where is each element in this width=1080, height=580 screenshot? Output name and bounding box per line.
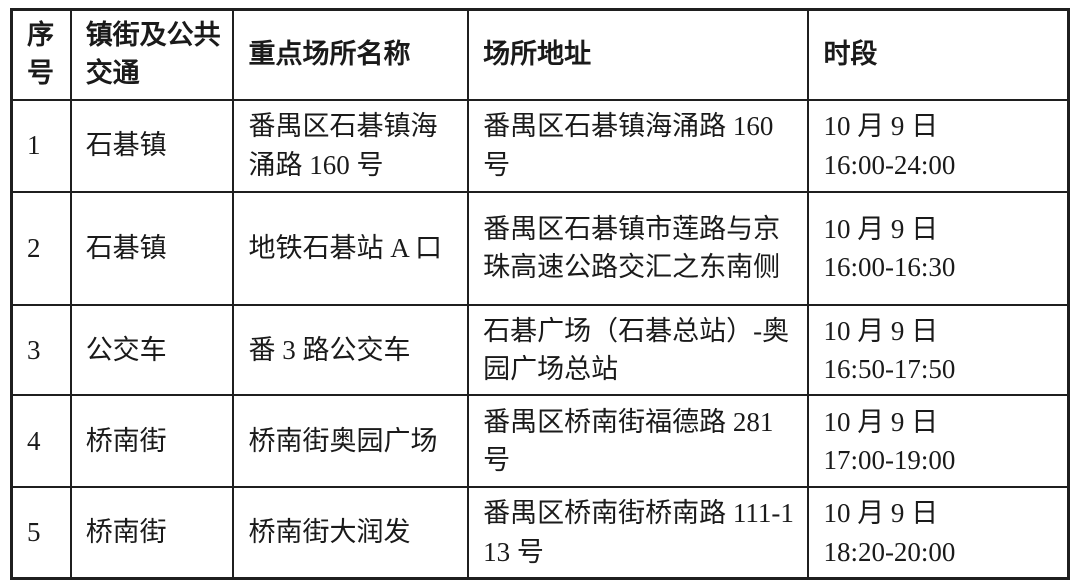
date-line: 10 月 9 日	[823, 406, 939, 437]
cell-place-name: 桥南街奥园广场	[232, 394, 470, 489]
cell-place-address: 番禺区石碁镇市莲路与京珠高速公路交汇之东南侧	[467, 190, 810, 306]
cell-town-transport: 石碁镇	[69, 190, 235, 306]
table-row: 2 石碁镇 地铁石碁站 A 口 番禺区石碁镇市莲路与京珠高速公路交汇之东南侧 1…	[10, 190, 1070, 306]
cell-town-transport: 石碁镇	[69, 98, 235, 193]
header-place-name: 重点场所名称	[232, 8, 470, 101]
date-line: 10 月 9 日	[823, 111, 939, 142]
cell-place-name: 桥南街大润发	[232, 486, 470, 580]
cell-serial-number: 5	[10, 486, 72, 580]
cell-serial-number: 2	[10, 190, 72, 306]
cell-town-transport: 桥南街	[69, 486, 235, 580]
cell-town-transport: 公交车	[69, 303, 235, 397]
cell-time-period: 10 月 9 日 16:00-16:30	[807, 190, 1070, 306]
cell-time-period: 10 月 9 日 18:20-20:00	[807, 486, 1070, 580]
date-line: 10 月 9 日	[823, 498, 939, 529]
cell-time-period: 10 月 9 日 17:00-19:00	[807, 394, 1070, 489]
time-line: 16:50-17:50	[823, 353, 956, 384]
table-row: 4 桥南街 桥南街奥园广场 番禺区桥南街福德路 281 号 10 月 9 日 1…	[10, 394, 1070, 489]
header-serial-number: 序号	[10, 8, 72, 101]
cell-place-name: 番禺区石碁镇海涌路 160 号	[232, 98, 470, 193]
table-row: 3 公交车 番 3 路公交车 石碁广场（石碁总站）-奥园广场总站 10 月 9 …	[10, 303, 1070, 397]
key-places-table: 序号 镇街及公共交通 重点场所名称 场所地址 时段 1 石碁镇 番禺区石碁镇海涌…	[10, 8, 1070, 580]
time-line: 17:00-19:00	[823, 445, 956, 476]
cell-place-name: 番 3 路公交车	[232, 303, 470, 397]
table-row: 1 石碁镇 番禺区石碁镇海涌路 160 号 番禺区石碁镇海涌路 160 号 10…	[10, 98, 1070, 193]
cell-time-period: 10 月 9 日 16:00-24:00	[807, 98, 1070, 193]
cell-place-address: 番禺区桥南街桥南路 111-113 号	[467, 486, 810, 580]
cell-time-period: 10 月 9 日 16:50-17:50	[807, 303, 1070, 397]
header-town-transport: 镇街及公共交通	[69, 8, 235, 101]
cell-place-address: 番禺区石碁镇海涌路 160 号	[467, 98, 810, 193]
time-line: 16:00-16:30	[823, 252, 956, 283]
date-line: 10 月 9 日	[823, 213, 939, 244]
cell-place-address: 石碁广场（石碁总站）-奥园广场总站	[467, 303, 810, 397]
cell-serial-number: 3	[10, 303, 72, 397]
time-line: 16:00-24:00	[823, 149, 956, 180]
cell-serial-number: 1	[10, 98, 72, 193]
key-places-table-container: 序号 镇街及公共交通 重点场所名称 场所地址 时段 1 石碁镇 番禺区石碁镇海涌…	[10, 8, 1070, 580]
cell-place-name: 地铁石碁站 A 口	[232, 190, 470, 306]
header-time-period: 时段	[807, 8, 1070, 101]
date-line: 10 月 9 日	[823, 315, 939, 346]
time-line: 18:20-20:00	[823, 536, 956, 567]
table-row: 5 桥南街 桥南街大润发 番禺区桥南街桥南路 111-113 号 10 月 9 …	[10, 486, 1070, 580]
header-place-address: 场所地址	[467, 8, 810, 101]
cell-place-address: 番禺区桥南街福德路 281 号	[467, 394, 810, 489]
cell-serial-number: 4	[10, 394, 72, 489]
header-row: 序号 镇街及公共交通 重点场所名称 场所地址 时段	[10, 8, 1070, 101]
cell-town-transport: 桥南街	[69, 394, 235, 489]
